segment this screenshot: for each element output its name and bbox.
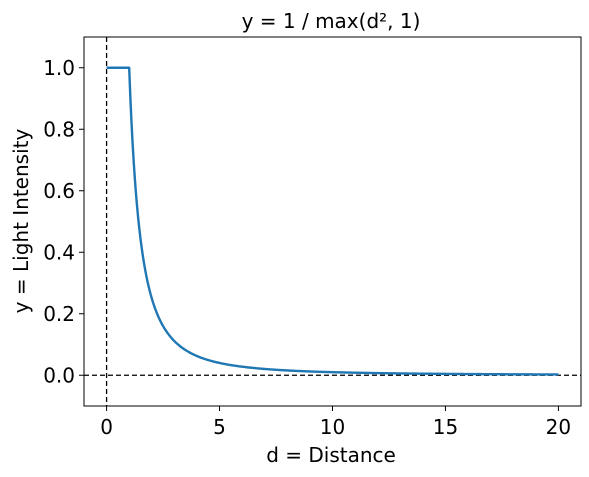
plot-area — [84, 37, 581, 406]
reference-lines — [84, 37, 581, 406]
y-tick-label: 0.4 — [43, 240, 75, 264]
y-axis-label: y = Light Intensity — [9, 129, 33, 314]
y-axis-ticks: 0.0 0.2 0.4 0.6 0.8 1.0 — [43, 56, 84, 387]
y-tick-label: 0.6 — [43, 179, 75, 203]
x-tick-label: 10 — [320, 415, 345, 439]
y-tick-label: 0.2 — [43, 302, 75, 326]
x-tick-label: 0 — [100, 415, 113, 439]
series-layer — [106, 66, 559, 376]
x-axis-label: d = Distance — [266, 443, 396, 467]
y-tick-label: 1.0 — [43, 56, 75, 80]
x-axis-ticks: 0 5 10 15 20 — [100, 406, 571, 439]
plot-background — [84, 37, 581, 406]
x-tick-label: 5 — [213, 415, 226, 439]
x-tick-label: 20 — [546, 415, 571, 439]
x-tick-label: 15 — [433, 415, 458, 439]
y-tick-label: 0.8 — [43, 117, 75, 141]
series-line — [106, 66, 559, 376]
chart-title: y = 1 / max(d², 1) — [242, 9, 421, 33]
y-tick-label: 0.0 — [43, 363, 75, 387]
